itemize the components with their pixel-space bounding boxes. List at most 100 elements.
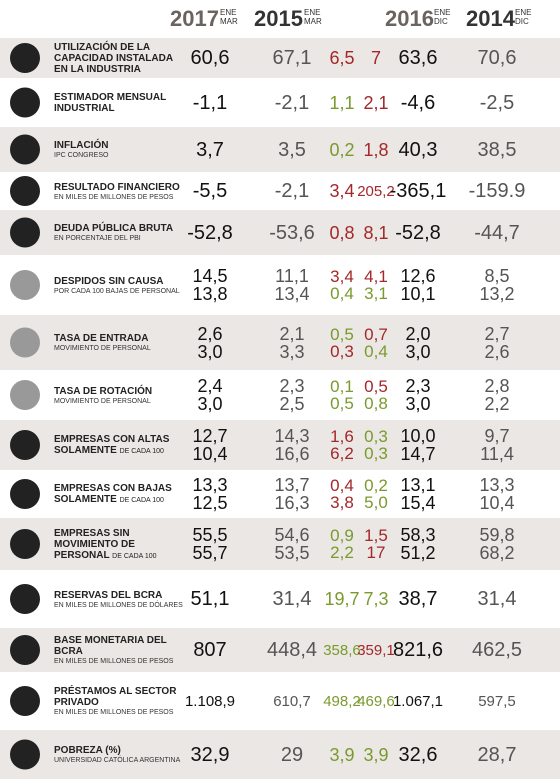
value-cell: -52,8 (378, 210, 458, 255)
header-period: DIC (515, 17, 529, 26)
value-cell: 3,5 (252, 127, 332, 172)
value-cell: 2,7 2,6 (457, 315, 537, 370)
value: 14,5 (192, 266, 228, 286)
value-cell: 0,7 0,4 (336, 315, 416, 370)
value: 12,6 (400, 266, 436, 286)
value-cell: 807 (170, 628, 250, 672)
value: 14,7 (400, 444, 436, 464)
value-cell: 31,4 (252, 570, 332, 628)
value: 3,4 (329, 181, 355, 201)
row-title: INFLACIÓN (54, 140, 109, 151)
value-cell: -53,6 (252, 210, 332, 255)
value: 0,5 (330, 394, 354, 413)
row-subtitle: EN MILES DE MILLONES DE PESOS (54, 193, 174, 201)
row-subtitle: EN PORCENTAJE DEL PBI (54, 235, 141, 242)
row-label: TASA DE ENTRADA MOVIMIENTO DE PERSONAL (54, 315, 184, 370)
value-cell: -1,1 (170, 78, 250, 127)
row-label: DESPIDOS SIN CAUSA POR CADA 100 BAJAS DE … (54, 255, 184, 315)
value: 1,5 (364, 526, 388, 545)
value: 63,6 (398, 47, 438, 69)
value-cell: 40,3 (378, 127, 458, 172)
value: 1.067,1 (392, 692, 444, 710)
value: 2,4 (197, 376, 223, 396)
value: 498,2 (323, 692, 361, 710)
value: 19,7 (324, 589, 360, 609)
value-cell: 7 (336, 38, 416, 78)
icon-shape (10, 270, 40, 300)
value: 3,9 (329, 744, 355, 765)
value-cell: 19,7 (302, 570, 382, 628)
row-label: INFLACIÓN IPC CONGRESO (54, 127, 184, 172)
header-year: 2014 (466, 6, 515, 31)
value: 358,6 (323, 641, 361, 659)
header-year: 2016 (385, 6, 434, 31)
row-label: RESERVAS DEL BCRA EN MILES DE MILLONES DE… (54, 570, 184, 628)
value-cell: 28,7 (457, 730, 537, 779)
value: 2,1 (279, 323, 305, 344)
value-cell: 14,3 16,6 (252, 420, 332, 470)
header-year: 2017 (170, 6, 219, 31)
icon-shape (10, 134, 40, 165)
row-note: DE CADA 100 (112, 552, 157, 560)
value: -44,7 (474, 221, 520, 244)
table-row: RESULTADO FINANCIERO EN MILES DE MILLONES… (0, 172, 560, 210)
row-title: TASA DE ROTACIÓN (54, 385, 153, 397)
value-cell: 462,5 (457, 628, 537, 672)
value: 16,6 (274, 444, 310, 464)
row-label: EMPRESAS CON BAJAS SOLAMENTE DE CADA 100 (54, 470, 184, 518)
value: 7 (370, 48, 381, 68)
value: 29 (280, 743, 304, 766)
table-row: EMPRESAS SIN MOVIMIENTO DE PERSONAL DE C… (0, 518, 560, 570)
value-cell: 2,8 2,2 (457, 370, 537, 420)
value-cell: -4,6 (378, 78, 458, 127)
value: 0,2 (364, 476, 388, 495)
value-cell: 0,4 3,8 (302, 470, 382, 518)
value-cell: 63,6 (378, 38, 458, 78)
value-cell: -365,1 (378, 172, 458, 210)
value: 1.108,9 (184, 692, 236, 710)
value: 2,5 (279, 394, 305, 414)
value: 3,7 (196, 138, 224, 161)
table-row: RESERVAS DEL BCRA EN MILES DE MILLONES DE… (0, 570, 560, 628)
value: 31,4 (477, 588, 517, 610)
header-period: MAR (220, 17, 238, 26)
value: 13,4 (274, 284, 310, 304)
value: 60,6 (190, 47, 230, 69)
value-cell: 51,1 (170, 570, 250, 628)
value-cell: 32,9 (170, 730, 250, 779)
row-icon (10, 635, 40, 665)
header-period: ENE (304, 8, 321, 17)
row-subtitle: MOVIMIENTO DE PERSONAL (54, 397, 151, 405)
row-title: RESULTADO FINANCIERO (54, 181, 180, 193)
header-period: MAR (304, 17, 322, 26)
value: 0,7 (364, 324, 388, 344)
row-title: RESERVAS DEL BCRA (54, 589, 163, 601)
value-cell: 359,1 (336, 628, 416, 672)
icon-shape (10, 686, 40, 716)
value: 7,3 (363, 589, 389, 609)
value: -5,5 (192, 180, 228, 202)
row-label: EMPRESAS CON ALTAS SOLAMENTE DE CADA 100 (54, 420, 184, 470)
value-cell: 3,4 (302, 172, 382, 210)
row-label: UTILIZACIÓN DE LA CAPACIDAD INSTALADA EN… (54, 38, 184, 78)
value: 6,2 (330, 444, 354, 463)
value-cell: 3,7 (170, 127, 250, 172)
row-subtitle: MOVIMIENTO DE PERSONAL (54, 345, 151, 352)
value: 0,9 (330, 526, 354, 545)
value: 68,2 (479, 543, 515, 563)
value-cell: 31,4 (457, 570, 537, 628)
value: 9,7 (484, 426, 510, 446)
value-cell: -2,1 (252, 78, 332, 127)
value-cell: 4,1 3,1 (336, 255, 416, 315)
value-cell: 29 (252, 730, 332, 779)
value: 2,3 (405, 376, 431, 396)
value: 15,4 (400, 493, 436, 513)
value: 807 (193, 639, 227, 661)
value: 821,6 (392, 639, 444, 661)
value: 3,3 (279, 341, 305, 362)
value: 55,5 (192, 525, 228, 545)
row-title: DEUDA PÚBLICA BRUTA (54, 223, 174, 234)
value: 0,2 (329, 139, 355, 160)
value-cell: 7,3 (336, 570, 416, 628)
